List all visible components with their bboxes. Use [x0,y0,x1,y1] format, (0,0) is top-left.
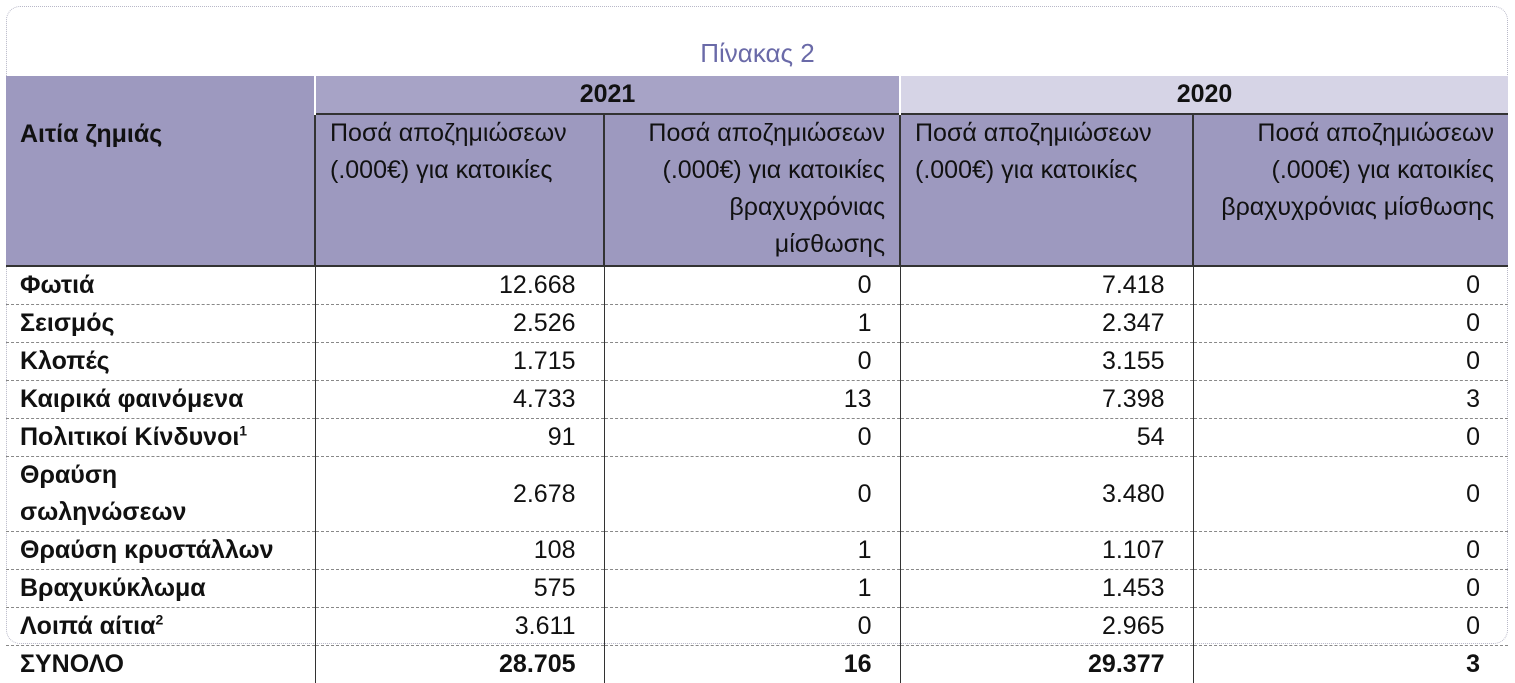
value-cell: 0 [604,457,900,532]
year-2021-header: 2021 [315,76,900,114]
value-cell: 2.347 [900,305,1193,343]
value-cell: 0 [1193,532,1508,570]
value-cell: 0 [604,266,900,305]
value-cell: 3.611 [315,608,604,646]
footnote-marker: 2 [155,612,163,628]
cause-label: Πολιτικοί Κίνδυνοι1 [6,419,315,457]
footnote-marker: 1 [239,423,247,439]
value-cell: 1 [604,305,900,343]
value-cell: 0 [1193,419,1508,457]
cause-label: Βραχυκύκλωμα [6,570,315,608]
value-cell: 3 [1193,381,1508,419]
cause-text: Θραύση σωληνώσεων [20,461,186,526]
col-2021-residential: Ποσά αποζημιώσεων (.000€) για κατοικίες [315,114,604,266]
cause-text: Βραχυκύκλωμα [20,574,206,602]
value-cell: 1.453 [900,570,1193,608]
cause-header: Αιτία ζημιάς [6,76,315,266]
value-cell: 0 [604,608,900,646]
value-cell: 0 [1193,305,1508,343]
total-value-cell: 3 [1193,646,1508,683]
value-cell: 108 [315,532,604,570]
cause-text: Κλοπές [20,347,110,375]
cause-text: Σεισμός [20,309,114,337]
value-cell: 3.480 [900,457,1193,532]
value-cell: 54 [900,419,1193,457]
cause-label: Θραύση κρυστάλλων [6,532,315,570]
value-cell: 0 [1193,266,1508,305]
value-cell: 13 [604,381,900,419]
value-cell: 0 [1193,570,1508,608]
cause-text: Θραύση κρυστάλλων [20,536,274,564]
year-2020-header: 2020 [900,76,1508,114]
value-cell: 4.733 [315,381,604,419]
col-2021-short-term: Ποσά αποζημιώσεων (.000€) για κατοικίες … [604,114,900,266]
value-cell: 2.526 [315,305,604,343]
value-cell: 0 [1193,608,1508,646]
value-cell: 1.715 [315,343,604,381]
cause-label: Θραύση σωληνώσεων [6,457,315,532]
claims-table: Αιτία ζημιάς 2021 2020 Ποσά αποζημιώσεων… [6,76,1508,683]
total-value-cell: 28.705 [315,646,604,683]
value-cell: 1.107 [900,532,1193,570]
value-cell: 2.965 [900,608,1193,646]
value-cell: 7.398 [900,381,1193,419]
value-cell: 91 [315,419,604,457]
value-cell: 2.678 [315,457,604,532]
col-2020-short-term: Ποσά αποζημιώσεων (.000€) για κατοικίες … [1193,114,1508,266]
value-cell: 0 [604,343,900,381]
value-cell: 0 [604,419,900,457]
cause-text: Λοιπά αίτια [20,612,155,640]
value-cell: 575 [315,570,604,608]
col-2020-residential: Ποσά αποζημιώσεων (.000€) για κατοικίες [900,114,1193,266]
cause-text: Φωτιά [20,271,94,299]
value-cell: 0 [1193,457,1508,532]
cause-label: Φωτιά [6,266,315,305]
value-cell: 1 [604,570,900,608]
total-value-cell: 16 [604,646,900,683]
value-cell: 12.668 [315,266,604,305]
cause-label: Λοιπά αίτια2 [6,608,315,646]
cause-label: Σεισμός [6,305,315,343]
value-cell: 7.418 [900,266,1193,305]
cause-text: Πολιτικοί Κίνδυνοι [20,423,239,451]
table-title: Πίνακας 2 [0,38,1515,69]
value-cell: 0 [1193,343,1508,381]
total-label: ΣΥΝΟΛΟ [6,646,315,683]
value-cell: 3.155 [900,343,1193,381]
cause-label: Καιρικά φαινόμενα [6,381,315,419]
total-value-cell: 29.377 [900,646,1193,683]
cause-text: Καιρικά φαινόμενα [20,385,243,413]
cause-label: Κλοπές [6,343,315,381]
value-cell: 1 [604,532,900,570]
